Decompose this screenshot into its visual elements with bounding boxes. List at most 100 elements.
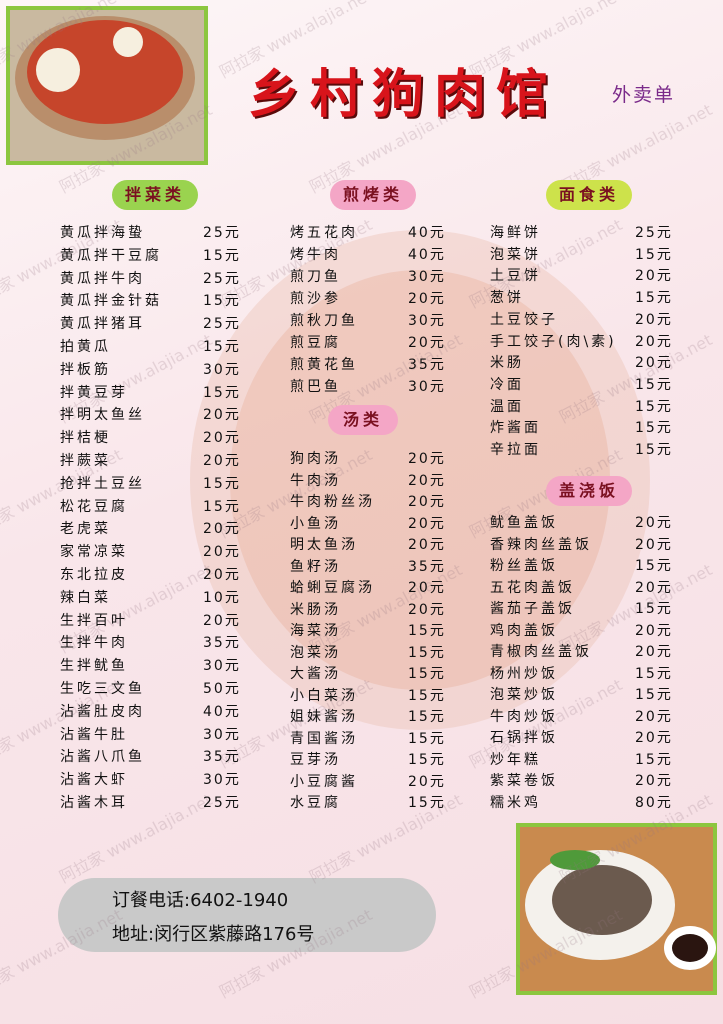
item-price: 15元 xyxy=(203,384,241,401)
item-price: 15元 xyxy=(408,623,446,639)
item-name: 沾酱大虾 xyxy=(60,772,128,789)
item-price: 20元 xyxy=(635,515,673,531)
item-price: 20元 xyxy=(635,536,673,553)
item-name: 老虎菜 xyxy=(60,521,111,538)
item-name: 糯米鸡 xyxy=(490,794,541,811)
item-name: 鸡肉盖饭 xyxy=(490,622,558,639)
item-price: 15元 xyxy=(635,665,673,682)
item-price: 15元 xyxy=(203,339,241,355)
item-price: 15元 xyxy=(408,687,446,704)
item-price: 20元 xyxy=(408,580,446,596)
item-price: 15元 xyxy=(408,730,446,747)
watermark: 阿拉家 www.alajia.net xyxy=(466,215,626,312)
item-price: 15元 xyxy=(635,687,673,703)
item-price: 15元 xyxy=(635,376,673,393)
item-price: 20元 xyxy=(635,268,673,285)
item-name: 辛拉面 xyxy=(490,442,541,458)
item-price: 20元 xyxy=(635,333,673,350)
item-price: 25元 xyxy=(203,225,241,241)
item-price: 30元 xyxy=(203,658,241,675)
item-price: 15元 xyxy=(408,795,446,811)
item-price: 30元 xyxy=(203,726,241,743)
title: 乡村狗肉馆 xyxy=(248,64,559,125)
item-name: 东北拉皮 xyxy=(60,567,128,583)
item-name: 姐妹酱汤 xyxy=(290,709,358,725)
item-price: 20元 xyxy=(408,537,446,553)
item-name: 蛤蜊豆腐汤 xyxy=(290,580,375,596)
item-name: 葱饼 xyxy=(490,290,524,307)
item-price: 15元 xyxy=(408,666,446,682)
soup xyxy=(27,20,183,124)
section-title: 煎烤类 xyxy=(330,180,416,210)
item-price: 15元 xyxy=(203,498,241,515)
section-title: 汤类 xyxy=(328,405,398,435)
item-name: 抢拌土豆丝 xyxy=(60,475,145,492)
item-name: 牛肉炒饭 xyxy=(490,708,558,725)
item-name: 黄瓜拌干豆腐 xyxy=(60,247,162,264)
item-price: 20元 xyxy=(408,451,446,467)
item-price: 30元 xyxy=(408,313,446,329)
subtitle: 外卖单 xyxy=(612,84,676,106)
item-price: 20元 xyxy=(203,521,241,538)
section-title: 面食类 xyxy=(546,180,632,210)
item-name: 拌桔梗 xyxy=(60,430,111,447)
item-name: 黄瓜拌牛肉 xyxy=(60,270,145,287)
item-name: 青椒肉丝盖饭 xyxy=(490,644,592,660)
item-name: 海鲜饼 xyxy=(490,225,541,241)
item-name: 煎豆腐 xyxy=(290,335,341,351)
item-price: 25元 xyxy=(203,316,241,333)
item-price: 15元 xyxy=(635,601,673,617)
watermark: 阿拉家 www.alajia.net xyxy=(216,905,376,1002)
dish-background-inner xyxy=(230,270,610,690)
item-price: 10元 xyxy=(203,589,241,606)
watermark: 阿拉家 www.alajia.net xyxy=(466,905,626,1002)
item-name: 松花豆腐 xyxy=(60,498,128,515)
item-name: 海菜汤 xyxy=(290,623,341,639)
item-price: 25元 xyxy=(635,225,673,241)
item-name: 泡菜汤 xyxy=(290,644,341,661)
item-name: 沾酱木耳 xyxy=(60,795,128,811)
item-price: 30元 xyxy=(203,772,241,789)
item-price: 20元 xyxy=(203,453,241,469)
item-name: 炒年糕 xyxy=(490,751,541,768)
item-price: 20元 xyxy=(635,311,673,328)
item-name: 煎刀鱼 xyxy=(290,269,341,285)
item-price: 20元 xyxy=(408,601,446,618)
item-name: 煎黄花鱼 xyxy=(290,357,358,373)
section-title: 盖浇饭 xyxy=(546,476,632,506)
item-name: 水豆腐 xyxy=(290,795,341,811)
item-price: 15元 xyxy=(203,247,241,264)
item-name: 小白菜汤 xyxy=(290,687,358,704)
item-name: 生拌牛肉 xyxy=(60,635,128,652)
item-price: 15元 xyxy=(408,644,446,661)
item-name: 沾酱肚皮肉 xyxy=(60,703,145,720)
item-price: 20元 xyxy=(203,544,241,561)
item-name: 粉丝盖饭 xyxy=(490,558,558,574)
item-name: 泡菜饼 xyxy=(490,246,541,263)
egg xyxy=(113,27,143,57)
item-price: 20元 xyxy=(635,708,673,725)
item-price: 15元 xyxy=(635,751,673,768)
item-name: 沾酱牛肚 xyxy=(60,726,128,743)
item-name: 香辣肉丝盖饭 xyxy=(490,536,592,553)
item-name: 家常凉菜 xyxy=(60,544,128,561)
item-name: 生吃三文鱼 xyxy=(60,681,145,697)
section-title: 拌菜类 xyxy=(112,180,198,210)
egg xyxy=(36,48,80,92)
item-price: 40元 xyxy=(408,247,446,263)
item-price: 80元 xyxy=(635,794,673,811)
item-name: 拍黄瓜 xyxy=(60,339,111,355)
item-name: 煎沙参 xyxy=(290,291,341,307)
dish-background xyxy=(190,230,650,730)
item-name: 煎秋刀鱼 xyxy=(290,313,358,329)
item-name: 牛肉汤 xyxy=(290,472,341,489)
item-name: 泡菜炒饭 xyxy=(490,687,558,703)
item-name: 石锅拌饭 xyxy=(490,730,558,746)
item-price: 15元 xyxy=(635,290,673,307)
item-price: 15元 xyxy=(635,398,673,415)
item-price: 20元 xyxy=(635,355,673,372)
item-name: 土豆饼 xyxy=(490,268,541,285)
item-name: 拌板筋 xyxy=(60,361,111,378)
